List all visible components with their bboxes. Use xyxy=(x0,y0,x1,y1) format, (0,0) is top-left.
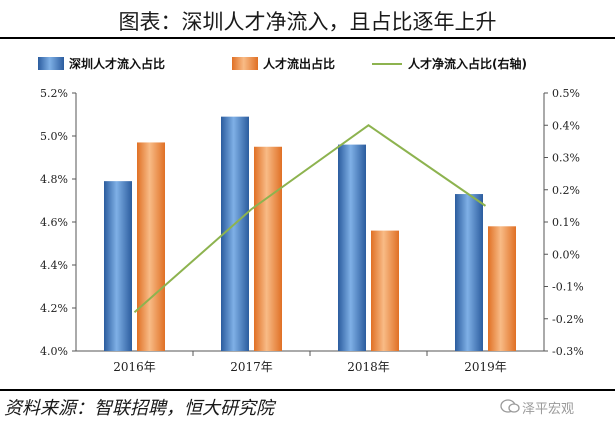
y-right-tick-label: 0.3% xyxy=(552,152,580,165)
title-rule xyxy=(0,37,615,39)
x-tick-label: 2017年 xyxy=(230,360,273,374)
y-left-tick-label: 5.0% xyxy=(40,130,68,143)
y-right-tick-label: 0.0% xyxy=(552,248,580,261)
y-right-tick-label: -0.3% xyxy=(552,345,584,358)
legend: 深圳人才流入占比 人才流出占比 人才净流入占比(右轴) xyxy=(38,56,527,71)
y-left-tick-label: 4.0% xyxy=(40,345,68,358)
page-title: 图表：深圳人才净流入，且占比逐年上升 xyxy=(118,10,497,34)
y-right-tick-label: 0.4% xyxy=(552,119,580,132)
legend-label-outflow: 人才流出占比 xyxy=(263,56,335,71)
legend-label-net: 人才净流入占比(右轴) xyxy=(408,56,527,71)
bar-inflow xyxy=(338,144,366,351)
axes: 4.0% 4.2% 4.4% 4.6% 4.8% 5.0% 5.2% -0.3% -0.2% -0… xyxy=(40,87,584,358)
y-left-tick-label: 5.2% xyxy=(40,87,68,100)
legend-swatch-inflow xyxy=(38,57,64,70)
bars xyxy=(104,116,516,352)
bar-inflow xyxy=(455,194,483,351)
legend-label-inflow: 深圳人才流入占比 xyxy=(69,56,165,71)
x-tick-label: 2018年 xyxy=(347,360,390,374)
y-right-tick-label: 0.1% xyxy=(552,216,580,229)
x-tick-label: 2019年 xyxy=(464,360,507,374)
y-right-tick-label: -0.2% xyxy=(552,313,584,326)
source-note: 资料来源：智联招聘，恒大研究院 xyxy=(4,398,274,419)
bar-outflow xyxy=(371,230,399,351)
bar-outflow xyxy=(137,142,165,351)
x-axis-labels: 2016年 2017年 2018年 2019年 xyxy=(113,360,507,374)
net-inflow-line xyxy=(133,124,487,314)
bar-inflow xyxy=(104,181,132,351)
bar-inflow xyxy=(221,116,249,352)
bar-outflow xyxy=(488,226,516,351)
y-right-tick-label: 0.5% xyxy=(552,87,580,100)
wechat-icon xyxy=(500,399,520,413)
y-right-tick-label: -0.1% xyxy=(552,281,584,294)
bar-outflow xyxy=(254,146,282,351)
footer-rule xyxy=(0,389,615,391)
legend-swatch-outflow xyxy=(232,57,258,70)
x-tick-label: 2016年 xyxy=(113,360,156,374)
watermark: 泽平宏观 xyxy=(522,402,575,417)
y-right-tick-label: 0.2% xyxy=(552,184,580,197)
y-left-tick-label: 4.8% xyxy=(40,173,68,186)
y-left-tick-label: 4.6% xyxy=(40,216,68,229)
y-left-tick-label: 4.2% xyxy=(40,302,68,315)
y-left-tick-label: 4.4% xyxy=(40,259,68,272)
net-line xyxy=(133,124,487,314)
chart: 深圳人才流入占比 人才流出占比 人才净流入占比(右轴) 4.0% 4.2% 4.4%… xyxy=(38,56,584,374)
